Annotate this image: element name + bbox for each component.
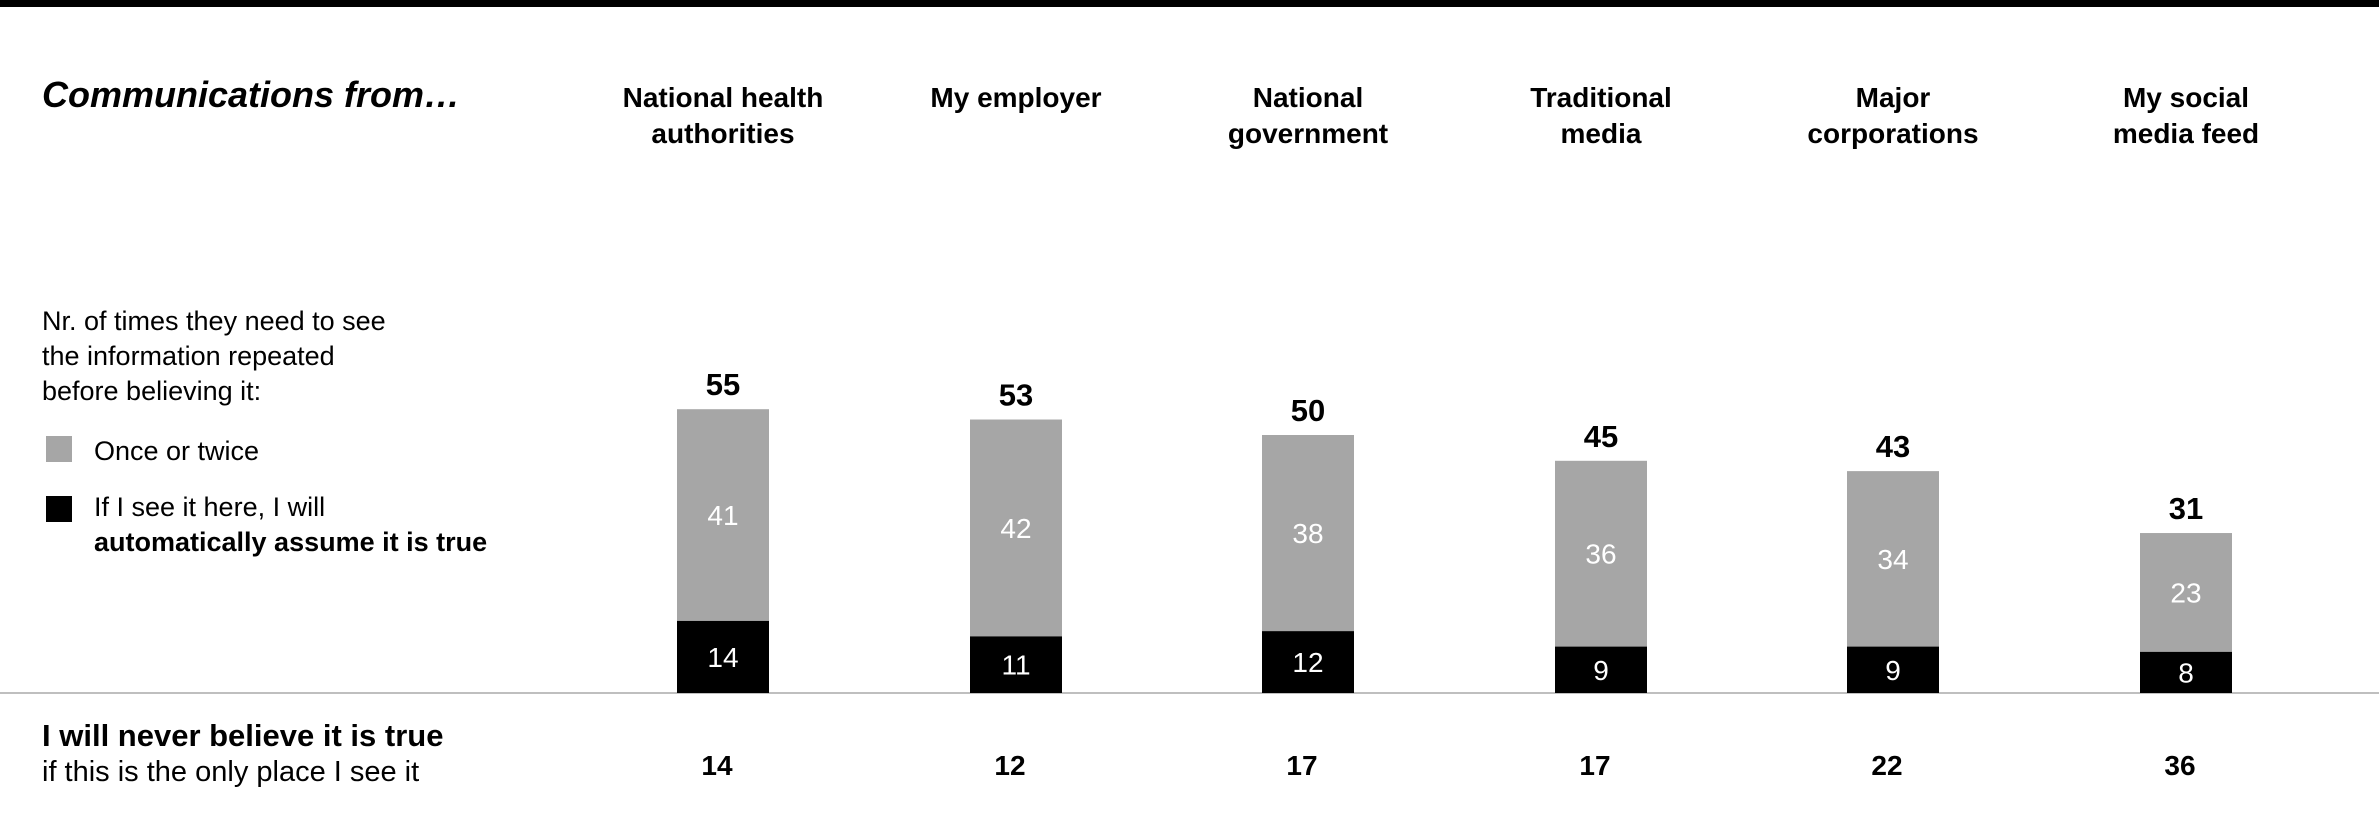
legend-text-automatically-true: If I see it here, I will automatically a… — [94, 490, 487, 560]
segment-label-automatic: 14 — [707, 642, 738, 673]
legend-swatch-grey — [46, 436, 72, 462]
bar-segment-automatic — [970, 636, 1062, 693]
category-label: National health authorities — [622, 82, 824, 149]
bar-total-label: 53 — [999, 378, 1033, 413]
bar-segment-automatic — [1262, 631, 1354, 693]
bar-segment-automatic — [2140, 651, 2232, 693]
category-label: My social media feed — [2112, 82, 2260, 149]
segment-label-automatic: 9 — [1885, 655, 1901, 686]
never-believe-value: 12 — [994, 750, 1026, 781]
bar-segment-once-or-twice — [1847, 471, 1939, 647]
bar-segment-automatic — [677, 620, 769, 693]
never-believe-value: 14 — [701, 750, 733, 781]
segment-label-automatic: 12 — [1292, 647, 1323, 678]
top-rule — [0, 0, 2379, 7]
never-believe-value: 17 — [1579, 750, 1611, 781]
bar-segment-once-or-twice — [677, 409, 769, 621]
segment-label-automatic: 11 — [1001, 650, 1030, 681]
chart-heading: Communications from… — [42, 74, 461, 115]
category-label: National government — [1227, 82, 1389, 149]
bar-segment-automatic — [1555, 646, 1647, 693]
segment-label-automatic: 8 — [2178, 657, 2194, 688]
legend-swatch-black — [46, 496, 72, 522]
never-believe-title: I will never believe it is true — [42, 718, 444, 753]
bar-total-label: 50 — [1291, 393, 1325, 428]
bar-total-label: 31 — [2169, 491, 2203, 526]
legend-label-automatically-true-bold: automatically assume it is true — [94, 527, 488, 557]
segment-label-once-or-twice: 34 — [1877, 544, 1908, 575]
bar-segment-once-or-twice — [970, 419, 1062, 637]
segment-label-once-or-twice: 23 — [2170, 577, 2201, 608]
segment-label-once-or-twice: 42 — [1000, 513, 1031, 544]
category-label: Traditional media — [1530, 82, 1672, 149]
bar-total-label: 55 — [706, 367, 740, 402]
segment-label-once-or-twice: 38 — [1292, 518, 1323, 549]
legend-label-once-or-twice: Once or twice — [94, 436, 260, 466]
segment-label-once-or-twice: 41 — [707, 500, 738, 531]
never-believe-value: 17 — [1286, 750, 1318, 781]
bar-segment-once-or-twice — [1555, 460, 1647, 647]
bar-total-label: 43 — [1876, 429, 1910, 464]
bar-segment-once-or-twice — [1262, 435, 1354, 632]
category-label: My employer — [930, 82, 1102, 113]
legend-intro: Nr. of times they need to see the inform… — [42, 306, 386, 406]
bar-total-label: 45 — [1584, 419, 1618, 454]
never-believe-subtitle: if this is the only place I see it — [42, 756, 420, 788]
never-believe-value: 36 — [2164, 750, 2196, 781]
bar-segment-once-or-twice — [2140, 533, 2232, 652]
segment-label-automatic: 9 — [1593, 655, 1609, 686]
bar-segment-automatic — [1847, 646, 1939, 693]
legend-label-automatically-true: If I see it here, I will — [94, 492, 326, 522]
never-believe-value: 22 — [1871, 750, 1903, 781]
segment-label-once-or-twice: 36 — [1585, 539, 1616, 570]
category-label: Major corporations — [1807, 82, 1979, 149]
